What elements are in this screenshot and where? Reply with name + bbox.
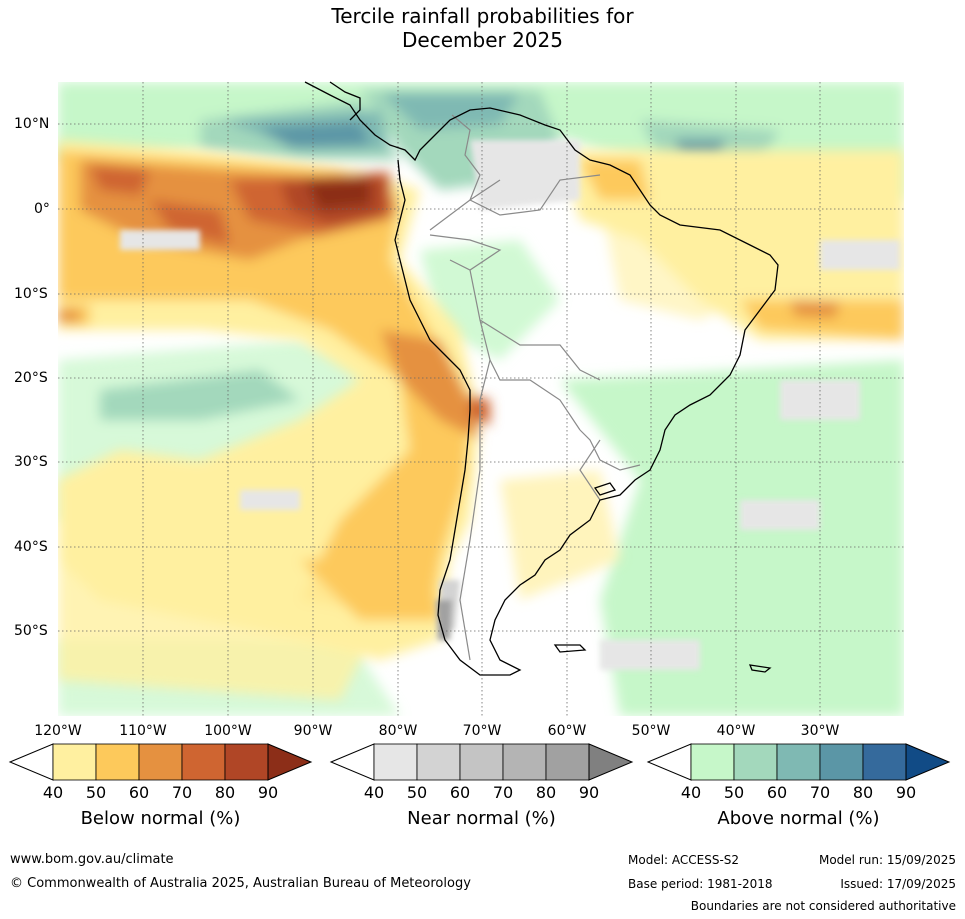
near-normal-regions (120, 140, 900, 670)
above-normal-legend-title: Above normal (%) (717, 808, 880, 829)
lat-label-30s: 30°S (14, 454, 48, 470)
probability-shading (58, 82, 904, 716)
above-normal-bar-high-extend (905, 743, 951, 781)
below-normal-bar-high-extend (267, 743, 313, 781)
below-normal-legend-title: Below normal (%) (80, 808, 241, 829)
lon-label-40w: 40°W (716, 723, 756, 739)
near-normal-bar-high-extend (588, 743, 634, 781)
lon-label-110w: 110°W (119, 723, 167, 739)
above-normal-tick-label: 60 (766, 783, 788, 802)
country-borders (429, 114, 641, 661)
issued-date: Issued: 17/09/2025 (840, 877, 956, 891)
above-normal-bar-segment (862, 743, 907, 781)
model-run-date: Model run: 15/09/2025 (818, 853, 956, 867)
below-normal-tick-label: 40 (42, 783, 64, 802)
near-normal-bar-low-extend (329, 743, 375, 781)
above-normal-tick-label: 80 (852, 783, 874, 802)
below-normal-bar-low-extend (8, 743, 54, 781)
near-normal-bar-segment (502, 743, 547, 781)
below-normal-tick-label: 70 (171, 783, 193, 802)
above-normal-bar-low-extend (646, 743, 692, 781)
below-normal-bar-segment (224, 743, 269, 781)
lat-label-0: 0° (34, 201, 50, 217)
website-link[interactable]: www.bom.gov.au/climate (10, 852, 174, 867)
lat-label-20s: 20°S (14, 370, 48, 386)
below-normal-regions (58, 140, 904, 700)
rainfall-probability-map (58, 81, 904, 716)
coastlines (304, 81, 779, 676)
lat-label-50s: 50°S (14, 623, 48, 639)
boundaries-disclaimer: Boundaries are not considered authoritat… (690, 899, 956, 913)
above-normal-bar-segment (819, 743, 864, 781)
below-normal-tick-label: 50 (85, 783, 107, 802)
base-period: Base period: 1981-2018 (628, 877, 773, 891)
below-normal-bar-segment (95, 743, 140, 781)
map-title: Tercile rainfall probabilities for Decem… (0, 4, 965, 52)
below-normal-bar-segment (138, 743, 183, 781)
near-normal-tick-label: 50 (406, 783, 428, 802)
lon-label-70w: 70°W (462, 723, 502, 739)
below-normal-tick-label: 80 (214, 783, 236, 802)
lon-label-90w: 90°W (293, 723, 333, 739)
above-normal-bar-segment (733, 743, 778, 781)
near-normal-bar-segment (545, 743, 590, 781)
model-name: Model: ACCESS-S2 (628, 853, 740, 867)
colorbar-legends (8, 743, 951, 781)
above-normal-bar-segment (776, 743, 821, 781)
above-normal-tick-label: 70 (809, 783, 831, 802)
lon-label-80w: 80°W (378, 723, 418, 739)
graticule (58, 82, 904, 716)
near-normal-bar-segment (459, 743, 504, 781)
near-normal-legend-title: Near normal (%) (407, 808, 556, 829)
below-normal-tick-label: 90 (257, 783, 279, 802)
lat-label-40s: 40°S (14, 539, 48, 555)
above-normal-tick-label: 50 (723, 783, 745, 802)
below-normal-bar-segment (181, 743, 226, 781)
below-normal-bar-segment (52, 743, 97, 781)
near-normal-tick-label: 60 (449, 783, 471, 802)
lon-label-100w: 100°W (204, 723, 252, 739)
copyright-text: © Commonwealth of Australia 2025, Austra… (10, 876, 471, 891)
near-normal-tick-label: 80 (535, 783, 557, 802)
lat-label-10n: 10°N (14, 116, 50, 132)
below-normal-tick-label: 60 (128, 783, 150, 802)
title-line-2: December 2025 (402, 28, 563, 52)
lat-label-10s: 10°S (14, 286, 48, 302)
central-america-coast (304, 81, 779, 676)
title-line-1: Tercile rainfall probabilities for (331, 4, 634, 28)
near-normal-bar-segment (373, 743, 418, 781)
lon-label-60w: 60°W (547, 723, 587, 739)
lon-label-50w: 50°W (631, 723, 671, 739)
near-normal-bar-segment (416, 743, 461, 781)
above-normal-tick-label: 40 (680, 783, 702, 802)
above-normal-bar-segment (690, 743, 735, 781)
near-normal-tick-label: 90 (578, 783, 600, 802)
near-normal-tick-label: 70 (492, 783, 514, 802)
lon-label-120w: 120°W (34, 723, 82, 739)
near-normal-tick-label: 40 (363, 783, 385, 802)
above-normal-tick-label: 90 (895, 783, 917, 802)
lon-label-30w: 30°W (800, 723, 840, 739)
